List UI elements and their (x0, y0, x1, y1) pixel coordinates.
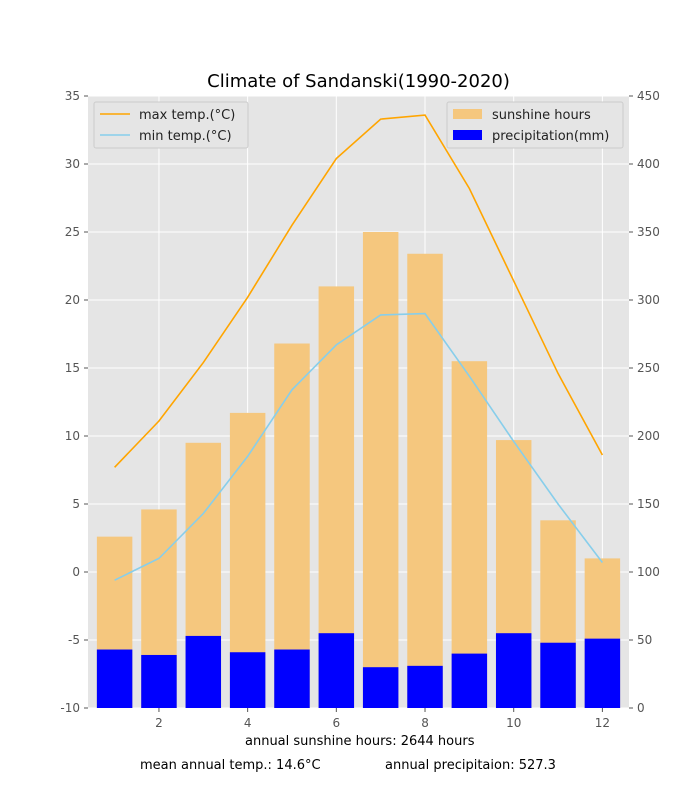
tick-labels: -10-505101520253035050100150200250300350… (60, 89, 660, 730)
right-tick-label: 400 (637, 157, 660, 171)
sunshine-hours-bar (407, 253, 443, 708)
legend-sunshine-swatch (453, 109, 482, 119)
left-tick-label: 15 (65, 361, 80, 375)
left-tick-label: 30 (65, 157, 80, 171)
left-tick-label: 25 (65, 225, 80, 239)
footer-mean-temp: mean annual temp.: 14.6°C (140, 758, 321, 773)
legend-left: max temp.(°C) min temp.(°C) (93, 101, 249, 149)
precipitation-bar (540, 642, 576, 708)
legend-sunshine-label: sunshine hours (492, 108, 591, 123)
right-tick-label: 50 (637, 633, 652, 647)
left-tick-label: 20 (65, 293, 80, 307)
legend-right-box (446, 101, 624, 149)
max-temp-line (114, 114, 604, 468)
left-tick-label: 0 (72, 565, 80, 579)
x-tick-label: 10 (506, 716, 521, 730)
plot-background (88, 96, 629, 708)
right-tick-label: 250 (637, 361, 660, 375)
precipitation-bar (584, 638, 621, 708)
left-tick-label: 10 (65, 429, 80, 443)
footer-sunshine: annual sunshine hours: 2644 hours (245, 734, 475, 749)
precipitation-bar (318, 633, 355, 708)
legend-precip-swatch (453, 130, 482, 140)
left-tick-label: 35 (65, 89, 80, 103)
x-tick-label: 6 (333, 716, 341, 730)
chart-title: Climate of Sandanski(1990-2020) (207, 71, 510, 92)
left-tick-label: -10 (60, 701, 80, 715)
legend-min-temp-label: min temp.(°C) (139, 129, 232, 144)
x-tick-label: 2 (155, 716, 163, 730)
legend-precip-label: precipitation(mm) (492, 129, 609, 144)
sunshine-hours-bar (274, 343, 310, 708)
min-temp-line (114, 312, 604, 581)
left-tick-label: -5 (68, 633, 80, 647)
precipitation-bar (141, 654, 177, 708)
sunshine-hours-bar (451, 361, 488, 708)
x-tick-label: 4 (244, 716, 252, 730)
lines-layer (114, 114, 604, 581)
precipitation-bar (407, 665, 443, 708)
right-tick-label: 100 (637, 565, 660, 579)
footer-precipitation: annual precipitaion: 527.3 (385, 758, 556, 773)
legend-right: sunshine hours precipitation(mm) (446, 101, 624, 149)
bars-layer (96, 232, 621, 708)
right-tick-label: 0 (637, 701, 645, 715)
right-tick-label: 300 (637, 293, 660, 307)
right-tick-label: 450 (637, 89, 660, 103)
right-tick-label: 350 (637, 225, 660, 239)
x-tick-label: 12 (595, 716, 610, 730)
legend-left-box (93, 101, 249, 149)
sunshine-hours-bar (362, 232, 399, 708)
precipitation-bar (96, 649, 133, 708)
precipitation-bar (451, 653, 488, 708)
x-tick-label: 8 (421, 716, 429, 730)
legend-max-temp-label: max temp.(°C) (139, 108, 235, 123)
precipitation-bar (362, 667, 399, 708)
right-tick-label: 200 (637, 429, 660, 443)
precipitation-bar (495, 633, 532, 708)
right-tick-label: 150 (637, 497, 660, 511)
precipitation-bar (274, 649, 310, 708)
left-tick-label: 5 (72, 497, 80, 511)
precipitation-bar (229, 652, 266, 708)
precipitation-bar (185, 635, 222, 708)
